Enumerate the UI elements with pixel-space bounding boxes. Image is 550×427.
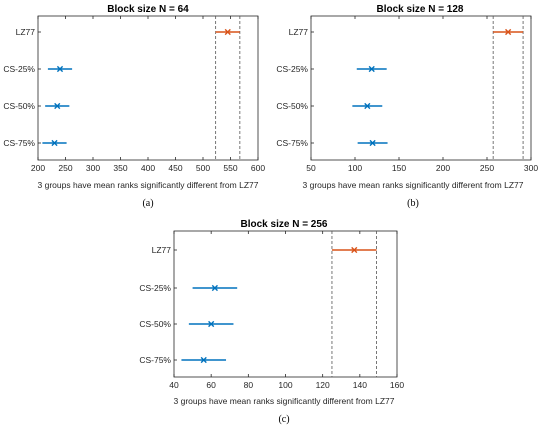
panel-a-axes-box [37,15,259,161]
panel-b-title: Block size N = 128 [377,4,464,15]
panel-b-caption: (b) [407,198,419,209]
panel-c-xtick-label-3: 100 [278,380,292,390]
panel-a-xtick-label-5: 450 [168,163,182,173]
panel-a-xlabel: 3 groups have mean ranks significantly d… [38,180,259,190]
panel-b: Block size N = 128 50 100 150 200 250 300 LZ77… [276,4,538,209]
panel-c: Block size N = 256 40 60 80 100 120 140 160 LZ7… [139,219,404,425]
panel-c-ytick-label-2: CS-50% [139,319,171,329]
panel-b-ytick-label-3: CS-75% [276,138,308,148]
panel-a-xtick-label-7: 550 [223,163,237,173]
panel-b-mean-marker-2 [364,102,371,110]
panel-c-marks: 40 60 80 100 120 140 160 LZ77 CS-25% CS-50% CS-75% [139,231,404,390]
panel-a-mean-marker-3 [51,139,58,147]
panel-c-xtick-label-1: 60 [206,380,216,390]
panel-a-xtick-label-3: 350 [113,163,127,173]
panel-b-xtick-label-0: 50 [306,163,316,173]
panel-a-ytick-label-1: CS-25% [3,64,35,74]
panel-a-ytick-label-3: CS-75% [3,138,35,148]
panel-c-xtick-label-5: 140 [353,380,367,390]
panel-c-title: Block size N = 256 [241,219,328,230]
panel-b-xtick-label-3: 200 [436,163,450,173]
panel-b-mean-marker-0 [505,28,512,36]
panel-c-mean-marker-0 [351,246,358,254]
panel-c-caption: (c) [278,414,289,425]
panel-c-xlabel: 3 groups have mean ranks significantly d… [174,396,395,406]
panel-c-ytick-label-0: LZ77 [152,245,172,255]
panel-c-axes-box [173,230,398,378]
panel-c-mean-marker-3 [200,356,207,364]
panel-a-marks: 200 250 300 350 400 450 500 550 600 LZ77 CS-25% CS-… [3,16,265,173]
panel-c-ytick-label-3: CS-75% [139,355,171,365]
panel-a-xtick-label-2: 300 [86,163,100,173]
panel-b-xtick-label-4: 250 [480,163,494,173]
panel-a: Block size N = 64 200 250 300 350 400 450 500 5… [3,4,265,209]
panel-a-mean-marker-0 [224,28,231,36]
panel-c-mean-marker-1 [211,284,218,292]
panel-a-ytick-label-2: CS-50% [3,101,35,111]
panel-b-xtick-label-5: 300 [524,163,538,173]
panel-b-xlabel: 3 groups have mean ranks significantly d… [303,180,524,190]
panel-a-title: Block size N = 64 [107,4,189,15]
panel-b-mean-marker-3 [369,139,376,147]
panel-b-axes-box [310,15,532,161]
panel-a-caption: (a) [142,198,153,209]
panel-c-xtick-label-4: 120 [316,380,330,390]
panel-a-xtick-label-8: 600 [251,163,265,173]
panel-b-mean-marker-1 [368,65,375,73]
panel-b-ytick-label-1: CS-25% [276,64,308,74]
panel-c-xtick-label-2: 80 [244,380,254,390]
panel-c-xtick-label-6: 160 [390,380,404,390]
panel-a-ytick-label-0: LZ77 [16,27,36,37]
panel-c-mean-marker-2 [208,320,215,328]
panel-a-mean-marker-2 [54,102,61,110]
panel-b-marks: 50 100 150 200 250 300 LZ77 CS-25% CS-50% CS-75% [276,16,538,173]
panel-c-ytick-label-1: CS-25% [139,283,171,293]
panel-a-xtick-label-0: 200 [31,163,45,173]
panel-b-ytick-label-0: LZ77 [289,27,309,37]
panel-a-xtick-label-6: 500 [196,163,210,173]
panel-b-ytick-label-2: CS-50% [276,101,308,111]
panel-b-xtick-label-1: 100 [348,163,362,173]
panel-a-xtick-label-4: 400 [141,163,155,173]
panel-a-xtick-label-1: 250 [58,163,72,173]
panel-b-xtick-label-2: 150 [392,163,406,173]
panel-c-xtick-label-0: 40 [169,380,179,390]
panel-a-mean-marker-1 [56,65,64,73]
